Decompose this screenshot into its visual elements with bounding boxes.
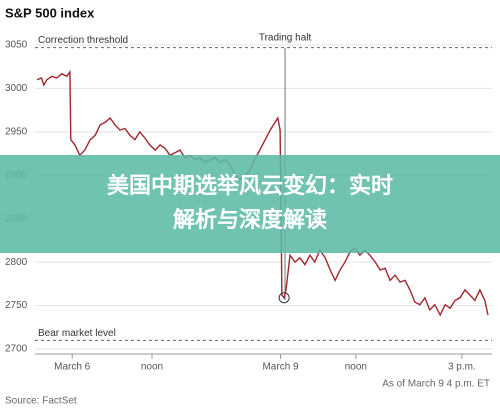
banner-line: 美国中期选举风云变幻：实时	[106, 174, 393, 199]
y-tick-label: 3000	[5, 83, 28, 94]
x-tick-label: March 9	[262, 362, 299, 373]
banner-line: 解析与深度解读	[172, 208, 327, 233]
y-tick-label: 2950	[5, 126, 28, 137]
y-tick-label: 2750	[5, 300, 28, 311]
y-tick-label: 2700	[5, 344, 28, 355]
chart-title: S&P 500 index	[5, 5, 95, 20]
x-tick-label: March 6	[54, 362, 91, 373]
y-tick-label: 3050	[5, 40, 28, 51]
halt-marker	[278, 292, 290, 304]
x-tick-label: noon	[141, 362, 163, 373]
banner: 美国中期选举风云变幻：实时 解析与深度解读	[0, 155, 500, 253]
line	[36, 69, 489, 317]
x-tick-label: noon	[345, 362, 367, 373]
reference-label: Bear market level	[38, 328, 116, 339]
y-tick-label: 2800	[5, 257, 28, 268]
note: As of March 9 4 p.m. ET	[382, 379, 490, 390]
halt-label: Trading halt	[259, 33, 312, 44]
source: Source: FactSet	[5, 396, 77, 407]
reference-label: Correction threshold	[38, 35, 128, 46]
x-tick-label: 3 p.m.	[448, 362, 476, 373]
